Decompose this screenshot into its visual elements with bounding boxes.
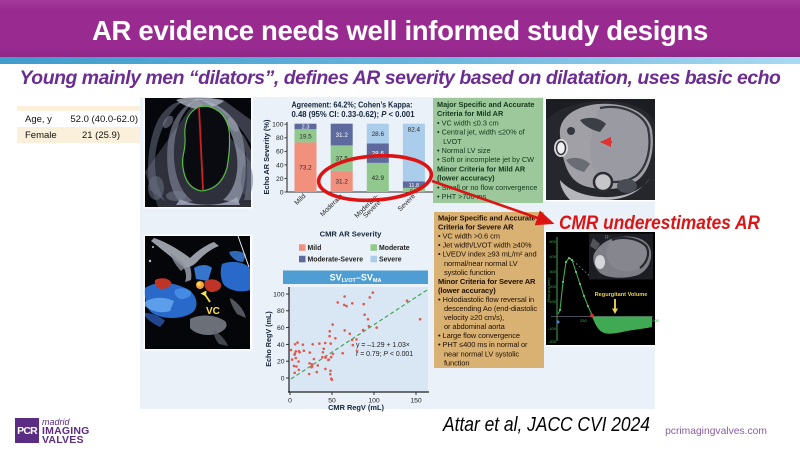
svg-text:Agreement: 64.2%; Cohen’s Kapp: Agreement: 64.2%; Cohen’s Kappa: [292,101,413,110]
svg-text:• Holodiastolic flow reversal: • Holodiastolic flow reversal in [438,295,534,304]
svg-text:Criteria for Mild AR: Criteria for Mild AR [437,109,504,118]
svg-text:Echo AR Severity (%): Echo AR Severity (%) [262,119,271,194]
svg-text:0: 0 [288,398,292,405]
svg-text:(lower accuracy): (lower accuracy) [438,286,496,295]
svg-text:Regurgitant Volume: Regurgitant Volume [595,292,648,298]
svg-text:-200: -200 [548,339,557,344]
svg-text:2.3: 2.3 [301,125,309,131]
svg-text:(lower accuracy): (lower accuracy) [437,174,495,183]
svg-text:• Jet width/LVOT width ≥40%: • Jet width/LVOT width ≥40% [438,241,532,250]
svg-text:40: 40 [276,162,284,169]
svg-text:0: 0 [280,189,284,196]
svg-text:Mild: Mild [294,193,308,207]
svg-text:Mild: Mild [308,245,322,252]
svg-text:250: 250 [580,318,587,323]
svg-text:42.9: 42.9 [372,175,385,182]
svg-text:82.4: 82.4 [408,127,421,134]
svg-text:150: 150 [410,398,422,405]
svg-text:CMR underestimates AR: CMR underestimates AR [559,212,760,234]
svg-text:CMR RegV (mL): CMR RegV (mL) [328,403,384,412]
svg-text:CMR AR Severity: CMR AR Severity [320,230,383,239]
svg-text:31.2: 31.2 [335,132,348,139]
svg-text:31.2: 31.2 [335,179,348,186]
svg-text:Major Specific and Accurate: Major Specific and Accurate [438,214,535,223]
svg-text:50: 50 [328,398,336,405]
svg-text:0.48 (95% CI: 0.33-0.62); P <: 0.48 (95% CI: 0.33-0.62); P < 0.001 [292,110,416,119]
svg-text:• PHT ≤400 ms in normal or: • PHT ≤400 ms in normal or [438,340,528,349]
svg-text:40: 40 [277,342,285,349]
svg-text:• Small or no flow convergence: • Small or no flow convergence [437,183,537,192]
svg-text:80: 80 [277,308,285,315]
svg-text:Criteria for Severe AR: Criteria for Severe AR [438,223,514,232]
svg-text:60: 60 [277,325,285,332]
svg-text:• LVEDV index ≥93 mL/m² and: • LVEDV index ≥93 mL/m² and [438,250,537,259]
svg-text:11.8: 11.8 [409,183,419,189]
svg-text:-100: -100 [548,326,557,331]
svg-text:LVOT: LVOT [437,137,462,146]
svg-text:SVLVOT–SVMA: SVLVOT–SVMA [330,273,382,285]
svg-text:Major Specific and Accurate: Major Specific and Accurate [437,100,534,109]
svg-text:Severe: Severe [379,257,402,264]
svg-text:500: 500 [549,239,556,244]
svg-text:100: 100 [272,122,284,129]
svg-text:• Central jet, width ≤20% of: • Central jet, width ≤20% of [437,128,526,137]
svg-text:Echo RegV (mL): Echo RegV (mL) [264,311,273,367]
svg-text:Moderate: Moderate [379,245,410,252]
svg-text:• Normal LV size: • Normal LV size [437,146,491,155]
svg-text:Minor Criteria for Mild AR: Minor Criteria for Mild AR [437,164,526,173]
svg-text:400: 400 [549,254,556,259]
svg-text:or abdominal aorta: or abdominal aorta [438,322,506,331]
svg-text:systolic function: systolic function [438,268,495,277]
svg-text:20: 20 [277,359,285,366]
svg-text:0: 0 [281,375,285,382]
svg-text:37.5: 37.5 [335,155,348,162]
svg-text:80: 80 [276,135,284,142]
svg-text:19.5: 19.5 [299,134,312,141]
svg-text:• Large flow convergence: • Large flow convergence [438,331,520,340]
svg-text:60: 60 [276,149,284,156]
svg-text:R:: R: [605,235,610,241]
svg-text:28.6: 28.6 [372,131,385,138]
svg-text:• Soft or incomplete jet by CW: • Soft or incomplete jet by CW [437,155,534,164]
svg-text:• VC width ≤0.3 cm: • VC width ≤0.3 cm [437,118,499,127]
svg-text:descending Ao (end-diastolic: descending Ao (end-diastolic [438,304,537,313]
svg-text:near normal LV systolic: near normal LV systolic [438,349,519,358]
svg-text:100: 100 [368,398,380,405]
svg-text:100: 100 [273,291,285,298]
svg-text:1000: 1000 [650,318,660,323]
svg-text:200: 200 [549,284,556,289]
svg-text:300: 300 [549,269,556,274]
svg-text:VC: VC [206,306,220,317]
svg-text:y = –1.29 + 1.03×: y = –1.29 + 1.03× [356,342,410,349]
svg-text:• VC width >0.6 cm: • VC width >0.6 cm [438,232,500,241]
svg-text:Moderate-Severe: Moderate-Severe [308,257,364,264]
svg-text:20: 20 [276,176,284,183]
svg-text:Minor Criteria for Severe AR: Minor Criteria for Severe AR [438,277,536,286]
svg-text:velocity ≥20 cm/s),: velocity ≥20 cm/s), [438,313,504,322]
svg-text:r = 0.79; P < 0.001: r = 0.79; P < 0.001 [356,351,413,358]
svg-text:100: 100 [549,299,556,304]
svg-text:Flow (mL/sec): Flow (mL/sec) [547,277,551,302]
svg-text:function: function [438,358,469,367]
svg-text:normal/near normal LV: normal/near normal LV [438,259,518,268]
svg-text:• PHT >700 ms: • PHT >700 ms [437,192,487,201]
svg-text:73.2: 73.2 [299,165,312,172]
